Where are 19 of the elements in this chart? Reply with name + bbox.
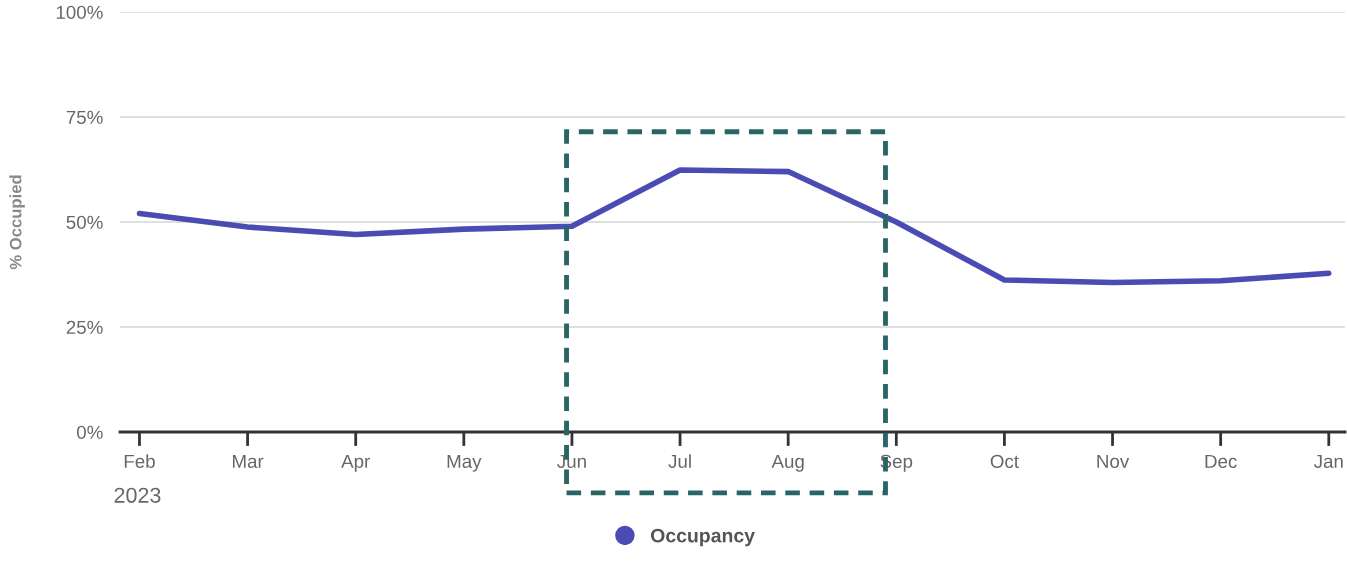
text: 2023 [114, 487, 161, 503]
x-tick-label: Nov [1097, 454, 1130, 468]
y-tick-label: 75% [66, 110, 103, 124]
x-tick-label: Aug [771, 454, 804, 472]
y-tick-label: 50% [66, 215, 103, 229]
x-tick-label: Jan [1313, 454, 1343, 468]
y-tick-label: 100% [56, 5, 103, 19]
y-tick-label: 25% [66, 320, 103, 334]
x-tick-label: Oct [990, 454, 1019, 468]
x-tick-label: Feb [124, 454, 155, 468]
x-tick-label: Dec [1205, 454, 1237, 468]
x-tick-label: Jul [668, 454, 691, 468]
y-axis-title: % Occupied [9, 175, 25, 270]
y-tick-label: 0% [76, 425, 103, 439]
x-tick-label: May [447, 454, 482, 472]
legend-label: Occupancy [650, 528, 755, 547]
x-tick-label: Jun [557, 454, 586, 468]
x-tick-label: Apr [341, 454, 370, 472]
x-tick-label: Mar [232, 454, 264, 468]
